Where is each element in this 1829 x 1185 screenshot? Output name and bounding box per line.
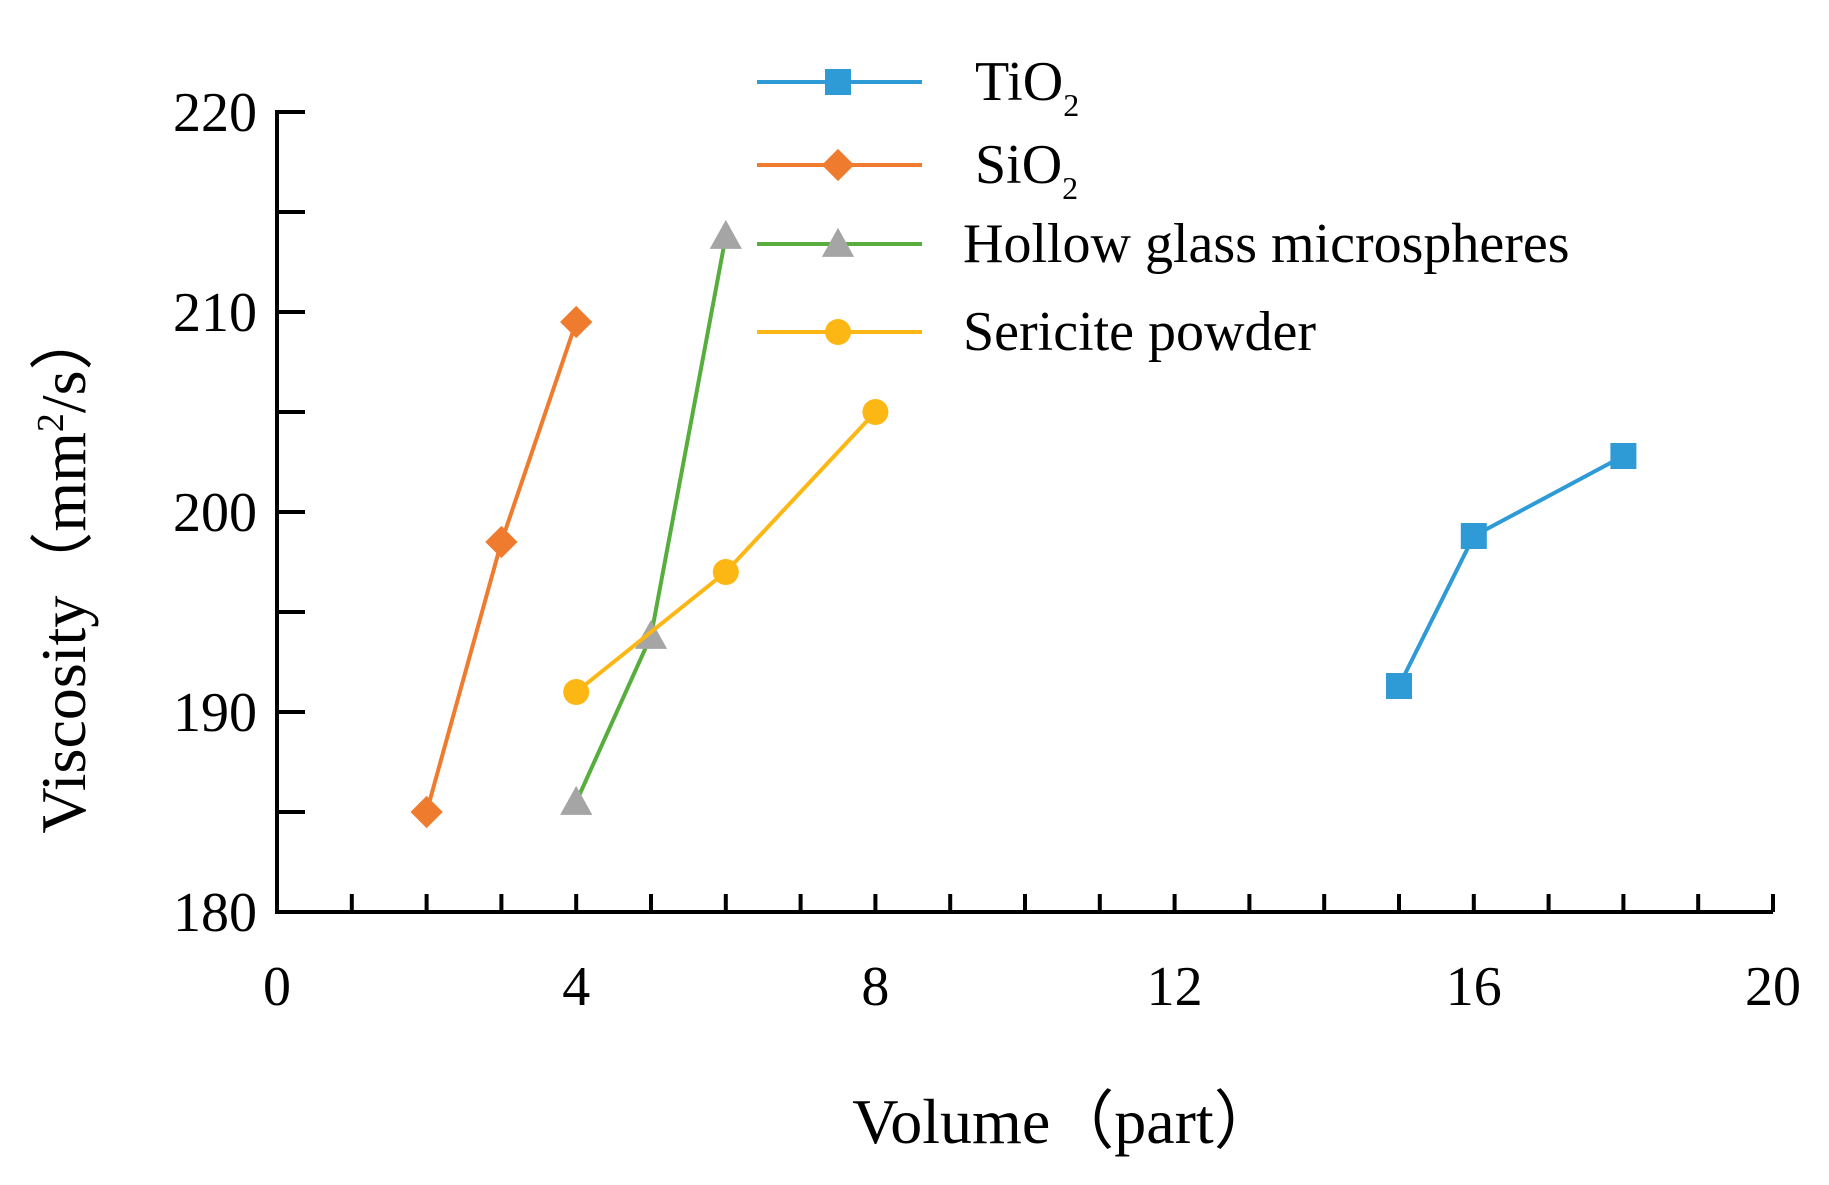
data-point [485,525,518,559]
series-line [424,321,579,813]
legend-label-main: SiO [975,134,1062,196]
data-point [709,219,742,249]
data-point [410,795,443,829]
x-tick-label: 12 [1147,956,1203,1018]
y-tick-label: 200 [173,482,257,544]
data-point [560,305,593,339]
legend-item: Sericite powder [757,301,1316,363]
series-tio2 [1386,443,1637,699]
legend-marker [825,319,851,345]
y-axis-title-end: /s） [28,306,99,413]
legend-marker [821,227,855,257]
data-point [1460,523,1487,549]
legend-label-sub: 2 [1062,170,1078,206]
x-axis-title: Volume（part） [852,1086,1277,1157]
series-line [574,235,728,803]
series-sericite-powder [563,399,889,705]
data-point [1386,673,1412,699]
legend-label-main: Sericite powder [963,301,1316,363]
y-tick-label: 210 [173,282,257,344]
y-tick-label: 220 [173,82,257,144]
legend-marker [825,69,851,95]
data-point [560,785,593,815]
x-tick-label: 0 [263,956,291,1018]
y-axis-title: Viscosity（mm2/s） [28,306,99,833]
legend-label-main: Hollow glass microspheres [963,213,1570,275]
ticks: 0 4 8 12 16 20 180 190 200 210 220 [173,82,1801,1018]
legend-label: TiO2 [975,51,1079,123]
legend-label: Hollow glass microspheres [963,213,1570,275]
legend-item: Hollow glass microspheres [757,213,1570,275]
data-point [712,559,739,585]
series-line [574,410,877,694]
x-tick-label: 8 [861,956,889,1018]
legend-label-main: TiO [975,51,1063,113]
y-tick-label: 180 [173,882,257,944]
series-layer [410,219,1637,829]
x-tick-label: 16 [1446,956,1502,1018]
y-axis-title-sup: 2 [30,413,72,432]
x-tick-label: 20 [1745,956,1801,1018]
y-axis-title-main: Viscosity（mm [28,432,99,834]
data-point [862,399,889,425]
legend-item: TiO2 [757,51,1079,123]
legend-label-sub: 2 [1063,87,1079,123]
data-point [1610,443,1637,469]
series-line [1397,454,1625,687]
legend-label: SiO2 [975,134,1078,206]
legend-marker [821,148,855,182]
x-tick-label: 4 [562,956,590,1018]
data-point [563,679,590,705]
legend-label: Sericite powder [963,301,1316,363]
series-hollow-glass-microspheres [560,219,742,815]
legend-item: SiO2 [757,134,1078,206]
series-sio2 [410,305,593,829]
y-tick-label: 190 [173,682,257,744]
